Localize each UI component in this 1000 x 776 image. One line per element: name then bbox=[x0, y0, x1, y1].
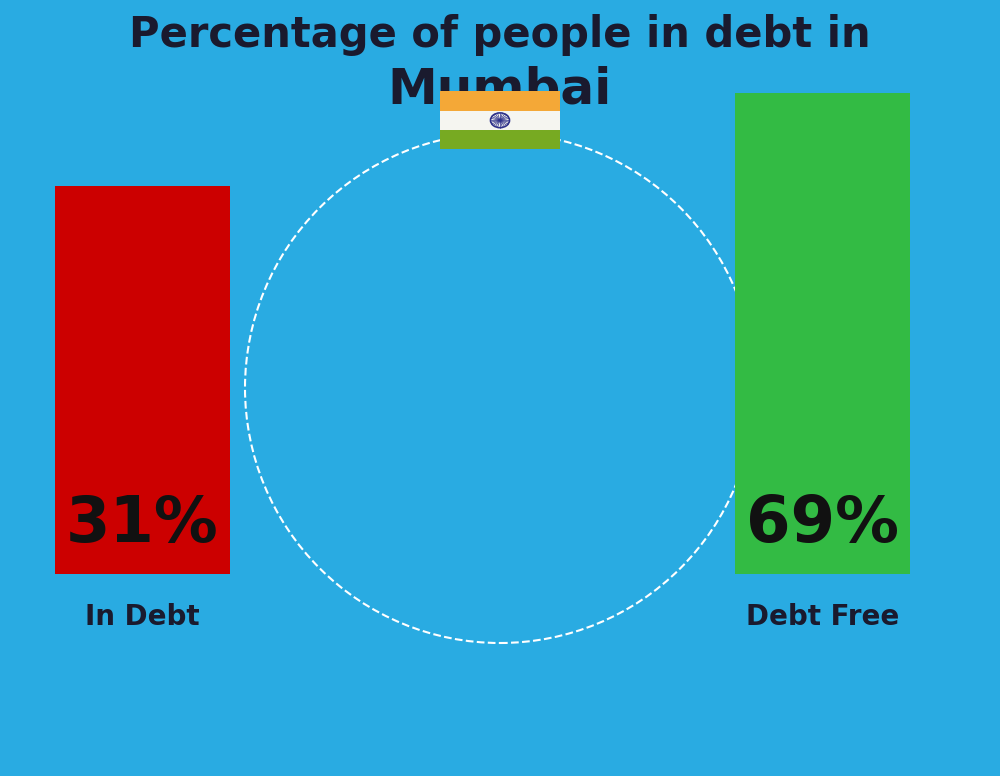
Circle shape bbox=[499, 120, 501, 121]
Bar bbox=[440, 111, 560, 130]
Bar bbox=[735, 93, 910, 574]
Text: In Debt: In Debt bbox=[85, 603, 200, 631]
Bar bbox=[440, 91, 560, 110]
Ellipse shape bbox=[245, 133, 755, 643]
Text: Debt Free: Debt Free bbox=[746, 603, 899, 631]
Text: Percentage of people in debt in: Percentage of people in debt in bbox=[129, 14, 871, 56]
Text: Mumbai: Mumbai bbox=[388, 65, 612, 113]
Bar bbox=[440, 130, 560, 149]
Text: 69%: 69% bbox=[746, 493, 899, 555]
Text: 31%: 31% bbox=[66, 493, 219, 555]
Bar bbox=[55, 186, 230, 574]
